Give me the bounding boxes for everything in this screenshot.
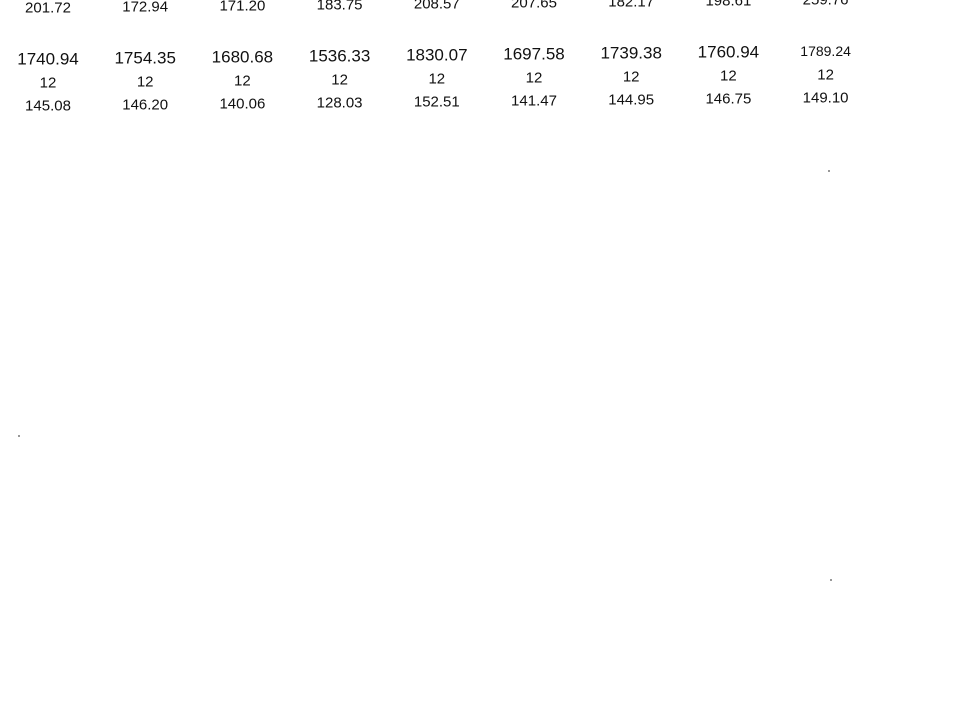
count-value: 12 <box>331 71 348 89</box>
scan-speck <box>830 579 832 581</box>
total-value: 1536.33 <box>308 46 371 66</box>
total-value: 1680.68 <box>211 47 274 67</box>
top-value: 198.61 <box>705 0 752 10</box>
total-value: 1760.94 <box>697 42 760 62</box>
count-value: 12 <box>234 72 251 90</box>
count-value: 12 <box>525 69 543 87</box>
average-value: 141.47 <box>511 92 557 110</box>
average-value: 144.95 <box>608 91 655 109</box>
top-value: 208.57 <box>413 0 460 13</box>
total-value: 1739.38 <box>600 43 662 63</box>
top-value: 172.94 <box>122 0 169 16</box>
top-value: 182.17 <box>608 0 655 11</box>
count-value: 12 <box>817 66 834 84</box>
top-value: 201.72 <box>25 0 71 17</box>
count-value: 12 <box>39 74 57 92</box>
top-value: 259.76 <box>802 0 849 9</box>
total-value: 1789.24 <box>800 43 851 60</box>
count-value: 12 <box>136 73 154 91</box>
count-value: 12 <box>428 70 446 88</box>
top-value: 183.75 <box>316 0 363 14</box>
average-value: 145.08 <box>25 97 71 115</box>
scan-speck <box>18 435 20 437</box>
count-value: 12 <box>622 68 640 86</box>
top-value: 171.20 <box>219 0 266 15</box>
average-value: 146.20 <box>122 96 169 114</box>
total-value: 1697.58 <box>503 44 565 64</box>
scan-speck <box>828 170 830 172</box>
average-value: 149.10 <box>802 89 849 107</box>
top-value: 207.65 <box>511 0 557 12</box>
total-value: 1830.07 <box>406 45 468 65</box>
average-value: 152.51 <box>413 93 460 111</box>
average-value: 128.03 <box>316 94 363 112</box>
average-value: 140.06 <box>219 95 266 113</box>
count-value: 12 <box>720 67 737 85</box>
average-value: 146.75 <box>705 90 752 108</box>
total-value: 1754.35 <box>114 48 176 68</box>
total-value: 1740.94 <box>17 49 79 69</box>
